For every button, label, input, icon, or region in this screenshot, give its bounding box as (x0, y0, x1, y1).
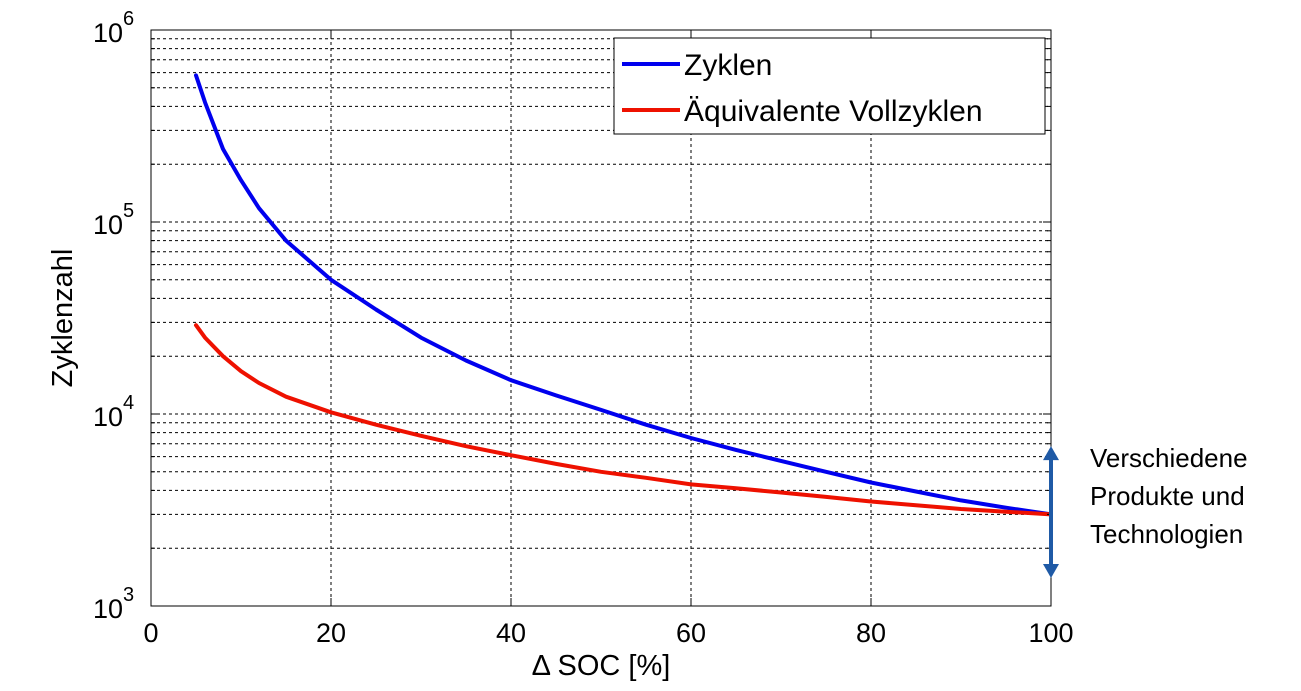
x-tick-label: 40 (496, 618, 526, 648)
y-tick-label: 105 (93, 200, 134, 240)
annotation: Verschiedene Produkte und Technologien (1043, 443, 1248, 578)
x-tick-label: 80 (856, 618, 886, 648)
x-axis-title: Δ SOC [%] (532, 650, 671, 682)
ticks: 0 20 40 60 80 100 103 104 105 106 (93, 8, 1074, 648)
legend-label-1: Zyklen (684, 49, 772, 82)
y-tick-label: 106 (93, 8, 134, 48)
x-tick-label: 60 (676, 618, 706, 648)
legend: Zyklen Äquivalente Vollzyklen (613, 37, 1046, 135)
legend-label-2: Äquivalente Vollzyklen (684, 95, 983, 128)
legend-box (613, 37, 1046, 135)
series-line-2 (194, 323, 1053, 517)
x-tick-label: 20 (316, 618, 346, 648)
y-tick-label: 103 (93, 584, 134, 624)
annotation-text-line: Produkte und (1090, 481, 1245, 511)
y-axis-title: Zyklenzahl (47, 249, 79, 388)
series-line-1 (194, 73, 1053, 517)
annotation-text-line: Technologien (1090, 519, 1243, 549)
annotation-arrow-head-up (1043, 446, 1059, 461)
x-tick-label: 100 (1028, 618, 1073, 648)
x-tick-label: 0 (143, 618, 158, 648)
annotation-text-line: Verschiedene (1090, 443, 1248, 473)
y-tick-label: 104 (93, 392, 134, 432)
series-layer (194, 73, 1053, 517)
plot-frame (150, 29, 1052, 607)
annotation-arrow-head-down (1043, 563, 1059, 578)
